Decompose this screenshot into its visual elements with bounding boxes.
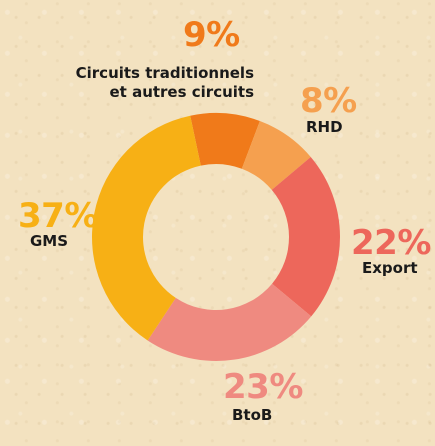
pct-label-gms: 37% xyxy=(18,199,98,233)
category-label-rhd: RHD xyxy=(306,118,343,137)
category-label-gms: GMS xyxy=(30,232,68,251)
category-label-circuits-line-1: Circuits traditionnels xyxy=(74,64,254,83)
pct-label-circuits: 9% xyxy=(183,18,240,52)
category-label-export: Export xyxy=(362,259,418,278)
category-label-btob: BtoB xyxy=(232,406,272,425)
pct-label-rhd: 8% xyxy=(300,84,357,118)
pct-label-btob: 23% xyxy=(223,370,303,404)
pct-label-export: 22% xyxy=(351,226,431,260)
category-label-circuits-line-2: et autres circuits xyxy=(74,83,254,102)
category-label-circuits: Circuits traditionnels et autres circuit… xyxy=(74,64,254,102)
